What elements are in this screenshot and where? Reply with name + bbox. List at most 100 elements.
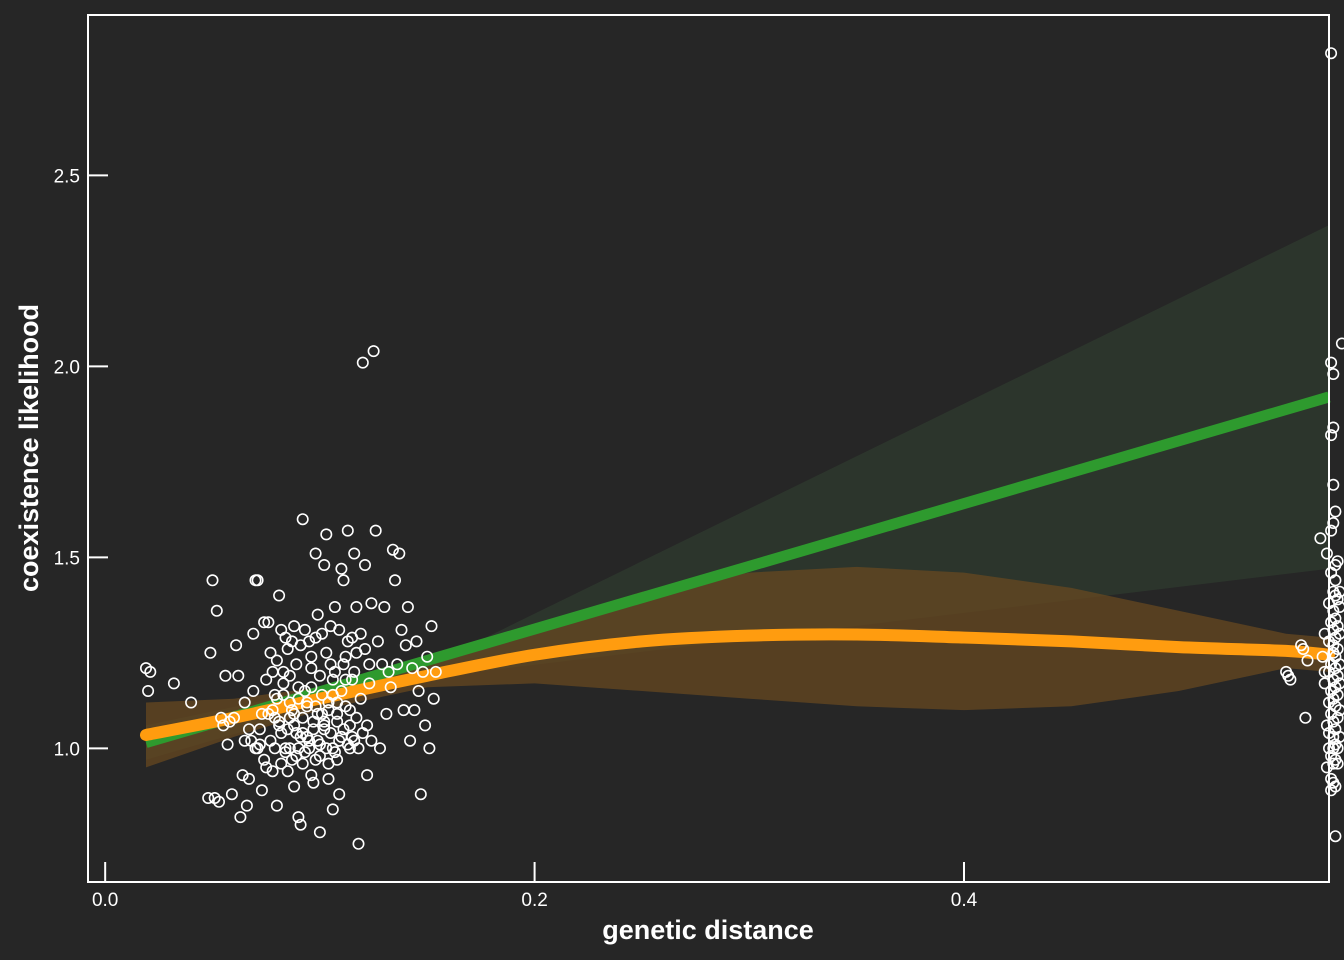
data-point bbox=[354, 627, 367, 640]
data-point bbox=[221, 738, 234, 751]
data-point bbox=[318, 715, 331, 728]
data-point bbox=[361, 769, 374, 782]
data-point bbox=[255, 707, 268, 720]
data-point bbox=[260, 761, 273, 774]
data-point bbox=[416, 665, 429, 678]
data-point bbox=[204, 646, 217, 659]
data-point bbox=[185, 696, 198, 709]
data-point bbox=[315, 707, 328, 720]
data-point bbox=[395, 623, 408, 636]
data-point bbox=[167, 677, 180, 690]
data-point bbox=[142, 684, 155, 697]
data-point bbox=[219, 669, 232, 682]
data-point bbox=[251, 574, 264, 587]
data-point bbox=[1333, 730, 1344, 743]
data-point bbox=[243, 723, 256, 736]
data-point bbox=[210, 604, 223, 617]
data-point bbox=[348, 665, 361, 678]
data-point bbox=[275, 726, 288, 739]
data-point bbox=[206, 574, 219, 587]
data-point bbox=[1297, 642, 1310, 655]
data-point bbox=[294, 639, 307, 652]
data-point bbox=[399, 639, 412, 652]
data-point bbox=[408, 704, 421, 717]
data-point bbox=[270, 654, 283, 667]
data-point bbox=[1331, 669, 1344, 682]
x-tick-label: 0.0 bbox=[92, 890, 118, 911]
data-point bbox=[1331, 742, 1344, 755]
data-point bbox=[307, 776, 320, 789]
data-point bbox=[348, 734, 361, 747]
data-point bbox=[305, 650, 318, 663]
data-point bbox=[365, 597, 378, 610]
data-point bbox=[1335, 337, 1344, 350]
data-point bbox=[341, 635, 354, 648]
data-point bbox=[292, 681, 305, 694]
data-point bbox=[273, 719, 286, 732]
data-point bbox=[315, 627, 328, 640]
data-point bbox=[341, 524, 354, 537]
data-point bbox=[1325, 429, 1338, 442]
data-point bbox=[358, 558, 371, 571]
data-point bbox=[262, 707, 275, 720]
data-point bbox=[1331, 593, 1344, 606]
y-tick-label: 2.0 bbox=[54, 357, 80, 378]
data-point bbox=[296, 757, 309, 770]
data-point bbox=[262, 616, 275, 629]
x-axis-title: genetic distance bbox=[602, 915, 814, 945]
data-point bbox=[283, 669, 296, 682]
data-point bbox=[363, 658, 376, 671]
data-point bbox=[326, 673, 339, 686]
data-point bbox=[232, 669, 245, 682]
data-point bbox=[281, 765, 294, 778]
data-point bbox=[350, 646, 363, 659]
data-point bbox=[258, 753, 271, 766]
x-tick-label: 0.2 bbox=[521, 890, 547, 911]
data-point bbox=[1320, 761, 1333, 774]
data-point bbox=[1331, 757, 1344, 770]
data-point bbox=[410, 635, 423, 648]
data-point bbox=[412, 684, 425, 697]
data-point bbox=[1325, 356, 1338, 369]
data-point bbox=[1329, 830, 1342, 843]
data-point bbox=[279, 746, 292, 759]
data-point bbox=[350, 600, 363, 613]
data-point bbox=[230, 639, 243, 652]
data-point bbox=[367, 345, 380, 358]
data-point bbox=[331, 715, 344, 728]
data-point bbox=[288, 780, 301, 793]
data-point bbox=[305, 681, 318, 694]
data-point bbox=[376, 658, 389, 671]
data-point bbox=[318, 723, 331, 736]
data-point bbox=[429, 665, 442, 678]
data-point bbox=[313, 669, 326, 682]
plot-frame bbox=[87, 14, 1330, 883]
data-point bbox=[300, 730, 313, 743]
data-point bbox=[247, 627, 260, 640]
y-tick-label: 1.5 bbox=[54, 548, 80, 569]
data-point bbox=[273, 589, 286, 602]
data-point bbox=[311, 608, 324, 621]
data-point bbox=[328, 600, 341, 613]
data-point bbox=[309, 547, 322, 560]
data-point bbox=[326, 803, 339, 816]
data-point bbox=[1331, 688, 1344, 701]
data-point bbox=[1333, 658, 1344, 671]
data-point bbox=[309, 700, 322, 713]
data-point bbox=[391, 658, 404, 671]
data-point bbox=[240, 799, 253, 812]
data-point bbox=[311, 734, 324, 747]
data-point bbox=[337, 574, 350, 587]
data-point bbox=[264, 646, 277, 659]
data-point bbox=[326, 688, 339, 701]
data-point bbox=[1333, 601, 1344, 613]
data-point bbox=[373, 742, 386, 755]
data-point bbox=[305, 662, 318, 675]
data-point bbox=[335, 730, 348, 743]
data-point bbox=[251, 742, 264, 755]
data-point bbox=[270, 799, 283, 812]
data-point bbox=[1333, 627, 1344, 640]
data-point bbox=[1333, 585, 1344, 598]
x-tick-label: 0.4 bbox=[951, 890, 978, 911]
